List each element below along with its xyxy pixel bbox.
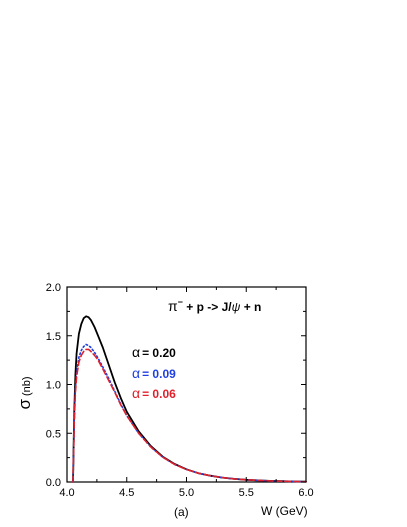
x-tick-label: 4.0: [59, 487, 74, 499]
legend-alpha-value-1: = 0.20: [142, 346, 176, 360]
x-tick-label: 4.5: [119, 487, 134, 499]
legend-alpha-value-3: = 0.06: [142, 387, 176, 401]
legend-entry-alpha-009: α = 0.09: [132, 365, 176, 381]
legend: α = 0.20 α = 0.09 α = 0.06: [132, 344, 176, 401]
legend-alpha-symbol-3: α: [132, 385, 140, 401]
legend-alpha-value-2: = 0.09: [142, 367, 176, 381]
series-line-3: [72, 348, 307, 483]
y-tick-label: 1.5: [46, 331, 61, 343]
psi-symbol: ψ: [232, 300, 241, 314]
x-tick-label: 6.0: [298, 487, 313, 499]
x-tick-label: 5.0: [179, 487, 194, 499]
y-axis-symbol: σ: [15, 399, 34, 410]
y-axis-unit: (nb): [21, 376, 33, 396]
panel-label: (a): [174, 505, 189, 519]
plot-frame: [66, 286, 307, 483]
legend-entry-alpha-006: α = 0.06: [132, 385, 176, 401]
y-tick-label: 0.5: [46, 428, 61, 440]
reaction-end: + n: [240, 300, 261, 314]
legend-entry-alpha-020: α = 0.20: [132, 344, 176, 360]
x-axis-label: W (GeV): [261, 504, 308, 518]
minus-superscript: −: [178, 297, 183, 307]
x-tick-label: 5.5: [239, 487, 254, 499]
legend-alpha-symbol-2: α: [132, 365, 140, 381]
pi-symbol: π: [168, 298, 178, 314]
y-tick-label: 2.0: [46, 282, 61, 294]
reaction-annotation: π− + p -> J/ψ + n: [168, 297, 261, 314]
legend-alpha-symbol-1: α: [132, 344, 140, 360]
y-tick-label: 0.0: [46, 477, 61, 489]
series-line-1: [72, 315, 307, 483]
reaction-middle: + p -> J/: [183, 300, 232, 314]
y-axis-label: σ (nb): [15, 376, 34, 409]
y-tick-label: 1.0: [46, 380, 61, 392]
